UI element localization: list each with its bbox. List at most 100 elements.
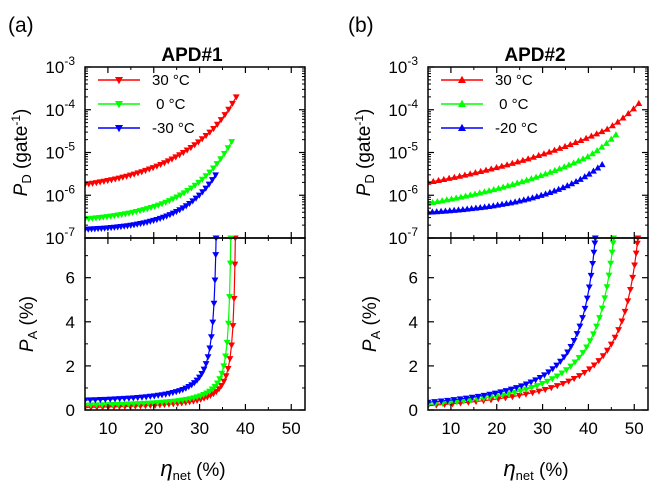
x-axis-label: ηnet (%): [503, 456, 568, 483]
data-point: [486, 391, 494, 398]
data-point: [202, 133, 210, 140]
data-point: [541, 372, 548, 379]
data-point: [462, 395, 470, 402]
data-point: [508, 159, 516, 166]
data-point: [529, 153, 537, 160]
data-point: [549, 366, 557, 373]
data-point: [149, 400, 157, 407]
y-axis-close: ): [354, 109, 375, 115]
data-point: [187, 185, 195, 192]
y-tick-exp: -3: [407, 54, 418, 68]
data-point: [629, 274, 637, 281]
data-point: [120, 401, 128, 408]
data-point: [502, 388, 510, 395]
data-point: [590, 331, 597, 338]
data-point: [134, 170, 142, 177]
data-point: [591, 240, 599, 247]
y-axis-unit: (%): [17, 296, 38, 331]
data-point: [209, 319, 217, 326]
data-point: [511, 389, 519, 396]
data-point: [493, 164, 500, 171]
data-point: [560, 163, 568, 170]
data-point: [513, 385, 520, 392]
y-tick-label: 10-3: [45, 54, 75, 77]
top-plot-frame: [84, 66, 306, 239]
y-tick-exp: -4: [407, 97, 418, 111]
top-y-axis-label: PD (gate-1): [352, 109, 377, 197]
data-point: [632, 250, 640, 257]
data-point: [522, 381, 530, 388]
y-axis-symbol: P: [360, 339, 381, 352]
data-point: [564, 349, 572, 356]
data-point: [202, 185, 210, 192]
data-point: [149, 165, 157, 172]
data-point: [551, 166, 559, 174]
data-point: [527, 175, 535, 182]
data-point: [522, 386, 530, 393]
data-point: [215, 386, 223, 393]
data-point: [195, 139, 202, 146]
data-point: [551, 146, 558, 153]
y-axis-sub: A: [368, 330, 383, 339]
data-point: [138, 394, 146, 401]
data-point: [217, 156, 225, 163]
data-point: [157, 161, 165, 169]
y-tick-label: 10-5: [45, 140, 75, 163]
data-point: [575, 373, 583, 380]
data-point: [556, 165, 563, 172]
data-point: [590, 362, 598, 369]
data-point: [612, 131, 620, 138]
data-point: [125, 395, 133, 402]
x-tick-label: 30: [190, 419, 209, 438]
data-point: [524, 155, 532, 162]
data-point: [546, 188, 554, 196]
data-point: [205, 181, 213, 188]
data-point: [587, 132, 595, 139]
data-point: [218, 370, 226, 377]
data-point: [575, 355, 583, 362]
data-point: [595, 358, 603, 365]
data-point: [144, 400, 152, 407]
data-point: [115, 175, 123, 182]
data-point: [603, 139, 610, 146]
data-point: [206, 345, 214, 352]
data-point: [172, 154, 180, 161]
data-point: [548, 376, 556, 383]
legend-marker: [458, 123, 466, 131]
data-point: [445, 174, 453, 181]
data-point: [570, 159, 578, 166]
data-point: [456, 172, 464, 179]
data-point: [579, 155, 587, 162]
data-point: [86, 397, 94, 404]
y-axis-symbol: P: [11, 183, 32, 196]
data-point: [586, 366, 593, 373]
data-point: [210, 300, 218, 307]
data-point: [498, 162, 506, 169]
data-point: [572, 138, 580, 146]
y-axis-unit: (gate: [11, 126, 32, 175]
x-axis-symbol: η: [503, 456, 515, 481]
data-point: [198, 371, 206, 378]
x-axis-unit: (%): [191, 460, 226, 481]
data-point: [173, 194, 181, 201]
data-point: [151, 203, 159, 210]
data-point: [153, 163, 161, 170]
data-point: [472, 169, 479, 176]
data-point: [557, 358, 564, 365]
y-tick-label: 6: [66, 269, 75, 288]
data-point: [474, 393, 482, 400]
data-point: [444, 397, 452, 404]
data-point: [206, 129, 214, 136]
data-point: [503, 161, 511, 168]
data-point: [631, 262, 639, 269]
data-point: [601, 295, 609, 302]
data-point: [536, 374, 544, 382]
x-tick-label: 40: [236, 419, 255, 438]
data-point: [195, 179, 203, 186]
y-tick-exp: -5: [407, 140, 418, 154]
y-tick-base: 10: [388, 58, 407, 77]
data-point: [162, 399, 170, 406]
data-point: [535, 151, 543, 159]
data-point: [559, 184, 567, 191]
data-point: [609, 240, 617, 247]
